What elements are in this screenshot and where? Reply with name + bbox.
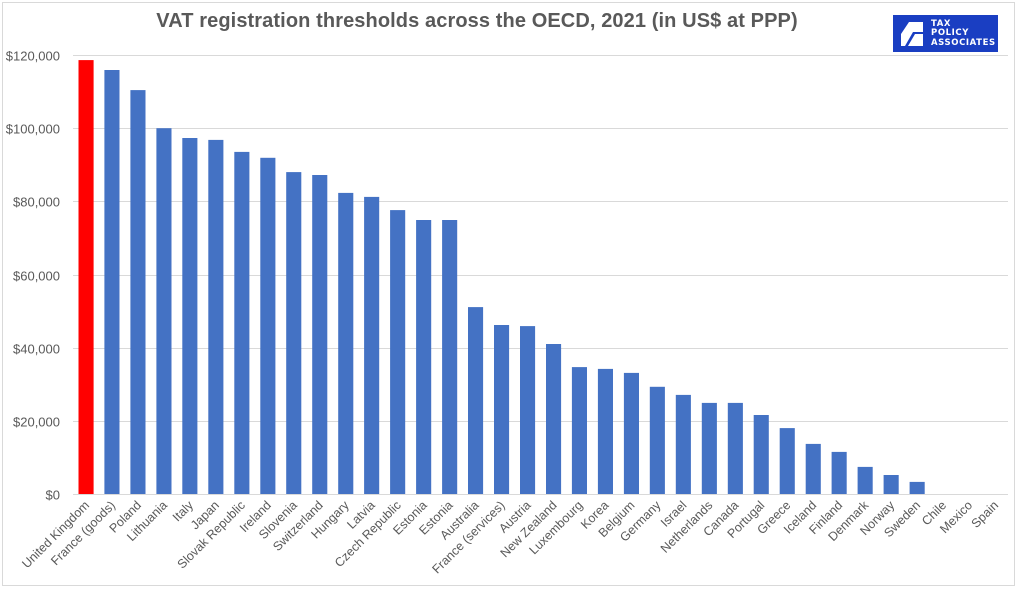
logo-line-1: TAX <box>931 19 952 29</box>
bar-korea <box>597 368 613 494</box>
y-tick-label: $40,000 <box>13 342 60 357</box>
bar-lithuania <box>156 128 172 494</box>
logo-line-2: POLICY <box>931 28 970 39</box>
bar-germany <box>649 386 665 494</box>
bar-france-goods <box>104 70 120 494</box>
bar-austria <box>520 326 536 494</box>
bar-hungary <box>338 192 354 494</box>
bar-estonia <box>416 220 432 494</box>
y-tick-label: $60,000 <box>13 269 60 284</box>
bar-czech-republic <box>390 210 406 494</box>
bar-latvia <box>364 196 380 494</box>
bar-poland <box>130 90 146 494</box>
bar-estonia <box>442 220 458 494</box>
chart-title: VAT registration thresholds across the O… <box>0 10 1024 33</box>
bar-slovenia <box>286 172 302 494</box>
bar-denmark <box>857 466 873 494</box>
bar-australia <box>468 307 484 494</box>
y-tick-label: $100,000 <box>6 122 60 137</box>
logo-text: TAX POLICY ASSOCIATES <box>931 19 996 48</box>
bar-sweden <box>909 481 925 494</box>
bar-italy <box>182 138 198 494</box>
x-tick-label: Spain <box>969 498 1002 531</box>
bar-switzerland <box>312 175 328 494</box>
y-tick-label: $120,000 <box>6 49 60 64</box>
bar-norway <box>883 475 899 494</box>
bar-france-services <box>494 325 510 494</box>
bar-ireland <box>260 157 276 495</box>
bar-luxembourg <box>571 367 587 494</box>
y-tick-label: $20,000 <box>13 415 60 430</box>
bar-finland <box>831 451 847 494</box>
y-axis-ticks: $0 $20,000 $40,000 $60,000 $80,000 $100,000 $1… <box>6 49 60 503</box>
gridlines <box>73 55 1008 422</box>
bar-greece <box>779 428 795 494</box>
bar-iceland <box>805 443 821 494</box>
bar-japan <box>208 139 224 494</box>
bar-new-zealand <box>546 344 562 494</box>
bar-slovak-republic <box>234 151 250 494</box>
bar-portugal <box>753 415 769 494</box>
bar-united-kingdom <box>78 60 94 494</box>
bar-canada <box>727 402 743 494</box>
y-tick-label: $80,000 <box>13 195 60 210</box>
bar-israel <box>675 394 691 494</box>
bar-netherlands <box>701 402 717 494</box>
chart-title-text: VAT registration thresholds across the O… <box>156 10 798 32</box>
tax-policy-associates-logo: TAX POLICY ASSOCIATES <box>893 15 998 52</box>
tax-policy-associates-logo-icon <box>901 22 923 46</box>
logo-line-3: ASSOCIATES <box>931 37 996 48</box>
y-tick-label: $0 <box>46 488 60 503</box>
bars <box>78 60 925 495</box>
bar-belgium <box>623 372 639 494</box>
